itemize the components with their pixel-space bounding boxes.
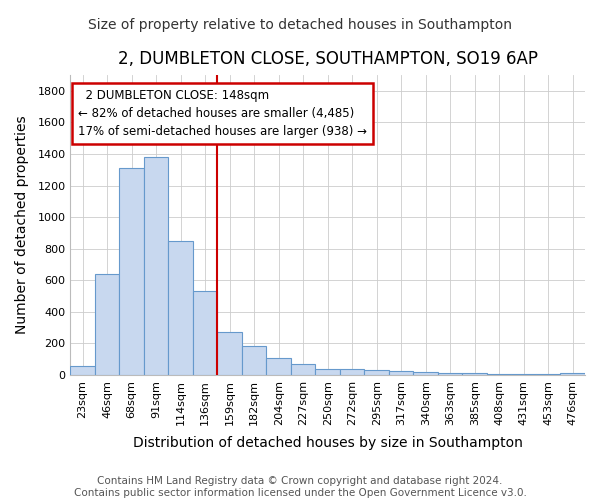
X-axis label: Distribution of detached houses by size in Southampton: Distribution of detached houses by size …	[133, 436, 523, 450]
Bar	[438, 373, 463, 375]
Bar	[536, 374, 560, 375]
Bar	[364, 370, 389, 375]
Bar	[511, 374, 536, 375]
Bar	[340, 369, 364, 375]
Bar	[242, 346, 266, 375]
Bar	[193, 292, 217, 375]
Bar	[70, 366, 95, 375]
Y-axis label: Number of detached properties: Number of detached properties	[15, 116, 29, 334]
Bar	[95, 274, 119, 375]
Title: 2, DUMBLETON CLOSE, SOUTHAMPTON, SO19 6AP: 2, DUMBLETON CLOSE, SOUTHAMPTON, SO19 6A…	[118, 50, 538, 68]
Bar	[291, 364, 316, 375]
Text: Size of property relative to detached houses in Southampton: Size of property relative to detached ho…	[88, 18, 512, 32]
Text: Contains HM Land Registry data © Crown copyright and database right 2024.
Contai: Contains HM Land Registry data © Crown c…	[74, 476, 526, 498]
Bar	[463, 374, 487, 375]
Bar	[389, 371, 413, 375]
Bar	[266, 358, 291, 375]
Bar	[169, 241, 193, 375]
Bar	[487, 374, 511, 375]
Text: 2 DUMBLETON CLOSE: 148sqm  
← 82% of detached houses are smaller (4,485)
17% of : 2 DUMBLETON CLOSE: 148sqm ← 82% of detac…	[78, 88, 367, 138]
Bar	[413, 372, 438, 375]
Bar	[119, 168, 144, 375]
Bar	[144, 157, 169, 375]
Bar	[560, 372, 585, 375]
Bar	[316, 368, 340, 375]
Bar	[217, 332, 242, 375]
